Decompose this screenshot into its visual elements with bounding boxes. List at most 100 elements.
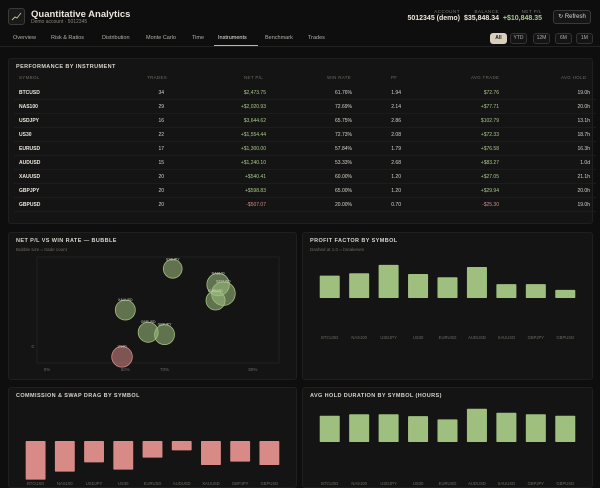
cell-pf: 1.79 [391, 146, 401, 152]
app-logo [8, 8, 25, 25]
bar-usdjpy [378, 264, 399, 298]
cell-trades: 29 [158, 104, 164, 110]
x-tick-label: GBPJPY [528, 335, 545, 340]
plot-area [36, 256, 280, 364]
bubble-label: BTCUSD [216, 280, 231, 284]
performance-title: PERFORMANCE BY INSTRUMENT [16, 64, 116, 70]
x-tick-label: EURUSD [144, 481, 162, 486]
bar-nas100 [349, 273, 370, 298]
table-row[interactable]: US30 22 +$1,554.44 72.73% 2.08 +$72.33 18.7h [14, 128, 596, 142]
x-tick-label: AUDUSD [468, 335, 486, 340]
col-pf: PF [391, 75, 398, 80]
x-tick-label: GBPUSD [556, 481, 574, 486]
bar-nas100 [54, 441, 75, 472]
cell-avg-trade: +$76.58 [480, 146, 499, 152]
tab-distribution[interactable]: Distribution [102, 35, 130, 41]
range-all-button[interactable]: All [490, 33, 507, 44]
cell-net-pl: -$507.07 [246, 202, 266, 208]
cell-win-rate: 60.00% [335, 174, 352, 180]
cell-avg-hold: 16.3h [577, 146, 590, 152]
tab-benchmark[interactable]: Benchmark [265, 35, 293, 41]
cell-win-rate: 72.73% [335, 132, 352, 138]
bubble-label: EURUSD [208, 289, 223, 293]
cell-net-pl: +$1,300.00 [240, 146, 266, 152]
tab-time[interactable]: Time [192, 35, 205, 41]
cell-avg-trade: +$72.33 [480, 132, 499, 138]
hold-panel: AVG HOLD DURATION BY SYMBOL (HOURS) BTCU… [302, 387, 593, 488]
tab-instruments[interactable]: Instruments [218, 35, 247, 41]
x-tick-label: EURUSD [439, 335, 457, 340]
bar-gbpjpy [230, 441, 251, 462]
cell-pf: 2.08 [391, 132, 401, 138]
x-tick-label: 80% [248, 367, 257, 372]
range-1m-button[interactable]: 1M [576, 33, 593, 44]
range-6m-button[interactable]: 6M [555, 33, 572, 44]
cell-avg-hold: 19.0h [577, 202, 590, 208]
table-row[interactable]: BTCUSD 34 $2,473.75 61.76% 1.94 $72.76 19.0h [14, 86, 596, 100]
bubble-eurusd [205, 290, 226, 311]
col-avg-hold: AVG HOLD [561, 75, 587, 80]
cell-pf: 0.70 [391, 202, 401, 208]
x-tick-label: US30 [413, 335, 424, 340]
bar-audusd [466, 267, 487, 298]
table-row[interactable]: GBPUSD 20 -$507.07 20.00% 0.70 -$25.30 19.0h [14, 198, 596, 212]
cell-trades: 20 [158, 202, 164, 208]
tab-risk-ratios[interactable]: Risk & Ratios [51, 35, 85, 41]
x-tick-label: GBPUSD [556, 335, 574, 340]
chart-logo-icon [11, 12, 22, 21]
cell-avg-hold: 13.1h [577, 118, 590, 124]
cell-win-rate: 57.84% [335, 146, 352, 152]
table-row[interactable]: XAUUSD 20 +$540.41 60.00% 1.20 +$27.05 21.1h [14, 170, 596, 184]
table-row[interactable]: USDJPY 16 $3,644.62 65.75% 2.86 $102.79 13.1h [14, 114, 596, 128]
cell-win-rate: 53.33% [335, 160, 352, 166]
cell-trades: 17 [158, 146, 164, 152]
table-row[interactable]: NAS100 29 +$2,020.93 72.69% 2.14 +$77.71 20.0h [14, 100, 596, 114]
bar-gbpjpy [525, 284, 546, 298]
tab-overview[interactable]: Overview [13, 35, 36, 41]
profit-factor-panel: PROFIT FACTOR BY SYMBOL Dashed at 1.0 = … [302, 232, 593, 380]
balance-value: $35,848.34 [464, 15, 500, 22]
cell-symbol: XAUUSD [19, 174, 41, 180]
bar-xauusd [496, 284, 517, 298]
tab-trades[interactable]: Trades [308, 35, 325, 41]
col-trades: TRADES [147, 75, 168, 80]
bubble-label: NAS100 [212, 271, 225, 275]
tab-monte-carlo[interactable]: Monte Carlo [146, 35, 176, 41]
cell-pf: 1.94 [391, 90, 401, 96]
table-row[interactable]: EURUSD 17 +$1,300.00 57.84% 1.79 +$76.58 16.3h [14, 142, 596, 156]
x-tick-label: 0% [44, 367, 51, 372]
app-title: Quantitative Analytics [31, 9, 131, 20]
x-tick-label: AUDUSD [468, 481, 486, 486]
bubble-us30 [111, 346, 133, 368]
x-tick-label: NAS100 [351, 335, 367, 340]
cell-net-pl: $3,644.62 [243, 118, 266, 124]
tab-bar: Overview Risk & Ratios Distribution Mont… [0, 32, 600, 47]
x-tick-label: US30 [413, 481, 424, 486]
bubble-usdjpy [162, 258, 183, 279]
cell-net-pl: +$1,240.10 [240, 160, 266, 166]
cell-win-rate: 65.00% [335, 188, 352, 194]
table-row[interactable]: GBPJPY 20 +$598.83 65.00% 1.20 +$29.94 20.0h [14, 184, 596, 198]
x-tick-label: GBPJPY [232, 481, 249, 486]
app-subtitle: Demo account · 5012345 [31, 19, 88, 25]
balance-stat: BALANCE $35,848.34 [464, 9, 499, 22]
bar-audusd [171, 441, 192, 451]
y-tick-label: 0 [31, 344, 34, 349]
refresh-button[interactable]: ↻ Refresh [553, 10, 591, 24]
bubble-label: USDJPY [166, 257, 180, 261]
x-tick-label: EURUSD [439, 481, 457, 486]
cell-net-pl: +$598.83 [245, 188, 266, 194]
range-12m-button[interactable]: 12M [533, 33, 550, 44]
range-ytd-button[interactable]: YTD [510, 33, 527, 44]
cell-avg-hold: 21.1h [577, 174, 590, 180]
table-row[interactable]: AUDUSD 15 +$1,240.10 53.33% 2.68 +$83.27 1.0d [14, 156, 596, 170]
bubble-subtitle: Bubble size = trade count [16, 247, 67, 252]
x-tick-label: BTCUSD [321, 335, 338, 340]
cell-trades: 34 [158, 90, 164, 96]
bar-us30 [408, 416, 429, 442]
cell-net-pl: +$540.41 [245, 174, 266, 180]
cell-trades: 20 [158, 188, 164, 194]
profit-factor-title: PROFIT FACTOR BY SYMBOL [310, 238, 398, 244]
bubble-gbpusd [137, 321, 159, 343]
cell-win-rate: 72.69% [335, 104, 352, 110]
